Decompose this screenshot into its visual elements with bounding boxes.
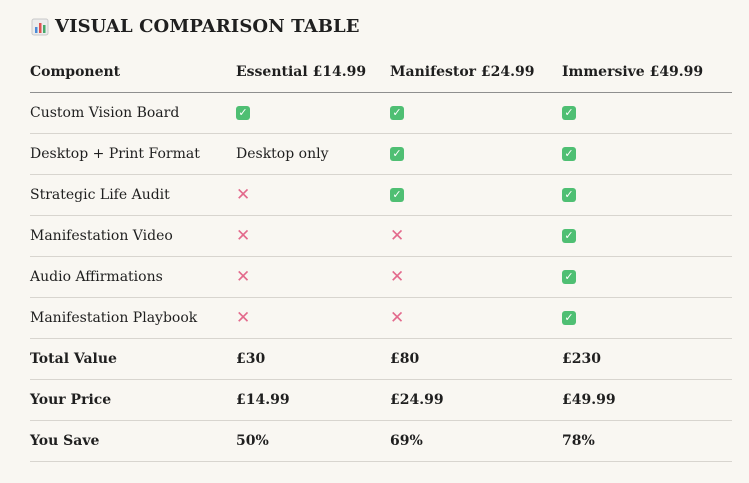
table-cell: ✕	[390, 257, 562, 297]
table-cell: £80	[390, 339, 562, 379]
table-body: Custom Vision Board ✓ ✓ ✓ Desktop + Print Fo…	[30, 93, 732, 462]
table-header-cell: Essential £14.99	[236, 64, 367, 80]
row-label: Custom Vision Board	[30, 105, 180, 121]
check-icon: ✓	[562, 188, 576, 202]
table-cell: £24.99	[390, 380, 562, 420]
table-cell: ✕	[390, 216, 562, 256]
cell-value: £80	[390, 351, 420, 367]
row-label: Desktop + Print Format	[30, 146, 200, 162]
page-title-text: VISUAL COMPARISON TABLE	[55, 16, 360, 37]
cell-value: £24.99	[390, 392, 444, 408]
cell-value: Desktop only	[236, 146, 329, 162]
table-cell: ✓	[562, 93, 732, 133]
cross-icon: ✕	[390, 307, 405, 328]
table-cell: ✕	[236, 216, 390, 256]
cell-value: £49.99	[562, 392, 616, 408]
table-row: Strategic Life Audit ✕ ✓ ✓	[30, 175, 732, 216]
table-row: Your Price £14.99 £24.99 £49.99	[30, 380, 732, 421]
table-cell: 69%	[390, 421, 562, 461]
table-cell: ✓	[390, 175, 562, 215]
check-icon: ✓	[562, 106, 576, 120]
table-cell: £30	[236, 339, 390, 379]
table-cell: £14.99	[236, 380, 390, 420]
table-cell: ✓	[562, 134, 732, 174]
page-title: VISUAL COMPARISON TABLE	[31, 16, 360, 37]
row-label: Audio Affirmations	[30, 269, 163, 285]
table-cell: ✕	[236, 175, 390, 215]
check-icon: ✓	[562, 270, 576, 284]
row-label: Manifestation Playbook	[30, 310, 198, 326]
table-cell: ✓	[562, 216, 732, 256]
table-header-cell: Immersive £49.99	[562, 64, 704, 80]
cell-value: 50%	[236, 433, 269, 449]
cross-icon: ✕	[390, 225, 405, 246]
check-icon: ✓	[390, 106, 404, 120]
table-cell: ✓	[562, 175, 732, 215]
row-label: You Save	[30, 433, 100, 449]
table-header-cell: Component	[30, 64, 121, 80]
table-cell: 78%	[562, 421, 732, 461]
check-icon: ✓	[562, 311, 576, 325]
cross-icon: ✕	[236, 184, 251, 205]
comparison-table: Component Essential £14.99 Manifestor £2…	[30, 52, 732, 462]
bar-chart-icon	[31, 18, 49, 36]
table-row: Custom Vision Board ✓ ✓ ✓	[30, 93, 732, 134]
cross-icon: ✕	[236, 266, 251, 287]
check-icon: ✓	[562, 229, 576, 243]
row-label: Strategic Life Audit	[30, 187, 170, 203]
table-row: Desktop + Print Format Desktop only ✓ ✓	[30, 134, 732, 175]
cell-value: £14.99	[236, 392, 290, 408]
cross-icon: ✕	[236, 307, 251, 328]
table-cell: Desktop only	[236, 134, 390, 174]
table-cell: ✓	[390, 93, 562, 133]
check-icon: ✓	[236, 106, 250, 120]
row-label: Your Price	[30, 392, 112, 408]
cross-icon: ✕	[236, 225, 251, 246]
cell-value: 78%	[562, 433, 595, 449]
row-label: Total Value	[30, 351, 117, 367]
table-cell: £230	[562, 339, 732, 379]
table-cell: ✕	[236, 257, 390, 297]
table-cell: ✓	[562, 257, 732, 297]
table-header-cell: Manifestor £24.99	[390, 64, 535, 80]
cell-value: £230	[562, 351, 601, 367]
table-row: Manifestation Video ✕ ✕ ✓	[30, 216, 732, 257]
cell-value: 69%	[390, 433, 423, 449]
table-header-row: Component Essential £14.99 Manifestor £2…	[30, 52, 732, 93]
check-icon: ✓	[390, 188, 404, 202]
table-cell: ✓	[562, 298, 732, 338]
table-row: You Save 50% 69% 78%	[30, 421, 732, 462]
table-cell: ✓	[236, 93, 390, 133]
table-cell: £49.99	[562, 380, 732, 420]
table-cell: 50%	[236, 421, 390, 461]
check-icon: ✓	[562, 147, 576, 161]
cross-icon: ✕	[390, 266, 405, 287]
table-row: Total Value £30 £80 £230	[30, 339, 732, 380]
table-cell: ✓	[390, 134, 562, 174]
table-cell: ✕	[390, 298, 562, 338]
row-label: Manifestation Video	[30, 228, 173, 244]
cell-value: £30	[236, 351, 266, 367]
check-icon: ✓	[390, 147, 404, 161]
table-cell: ✕	[236, 298, 390, 338]
table-row: Audio Affirmations ✕ ✕ ✓	[30, 257, 732, 298]
table-row: Manifestation Playbook ✕ ✕ ✓	[30, 298, 732, 339]
